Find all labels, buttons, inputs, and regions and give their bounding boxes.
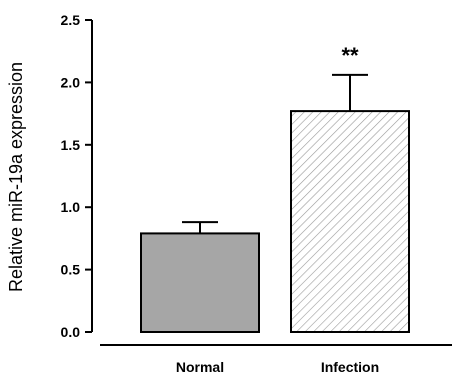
error-bars bbox=[182, 73, 368, 234]
bar-infection bbox=[290, 110, 410, 333]
significance-annotations: ** bbox=[341, 43, 359, 68]
y-tick-label: 2.5 bbox=[61, 12, 81, 28]
significance-marker: ** bbox=[341, 43, 359, 68]
category-labels: Normal Infection bbox=[176, 359, 379, 375]
bars bbox=[140, 110, 410, 334]
y-ticks: 0.0 0.5 1.0 1.5 2.0 2.5 bbox=[61, 12, 92, 340]
category-label: Normal bbox=[176, 359, 224, 375]
y-tick-label: 1.5 bbox=[61, 137, 81, 153]
y-tick-label: 0.0 bbox=[61, 324, 81, 340]
y-tick-label: 1.0 bbox=[61, 199, 81, 215]
y-tick-label: 2.0 bbox=[61, 74, 81, 90]
bar-normal bbox=[140, 232, 260, 334]
y-axis-title: Relative miR-19a expression bbox=[6, 62, 26, 292]
y-tick-label: 0.5 bbox=[61, 262, 81, 278]
category-label: Infection bbox=[321, 359, 379, 375]
